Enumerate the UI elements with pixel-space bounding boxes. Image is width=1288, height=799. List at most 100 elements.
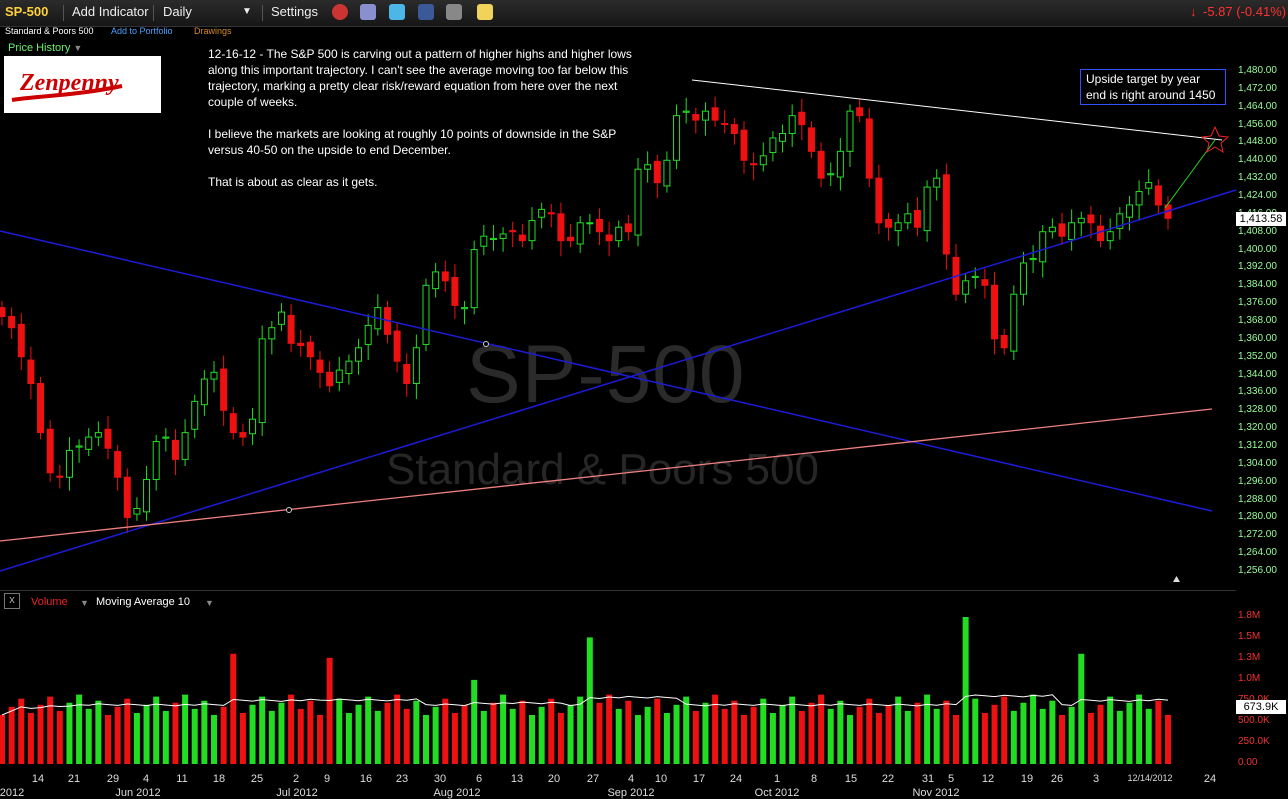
volume-tick-label: 1.3M: [1238, 652, 1261, 663]
date-tick-label: 22: [881, 773, 895, 785]
volume-bar: [702, 702, 709, 764]
candle-body: [904, 213, 912, 224]
candle-body: [239, 432, 247, 438]
volume-bar: [1155, 700, 1162, 764]
price-history-label: Price History: [8, 42, 71, 54]
price-tick-label: 1,464.00: [1238, 100, 1277, 112]
candle-body: [509, 230, 517, 233]
candle-body: [971, 275, 979, 278]
date-tick-label: 17: [692, 773, 706, 785]
candle-body: [75, 445, 83, 448]
volume-tick-label: 1.5M: [1238, 631, 1261, 642]
candle-body: [470, 249, 478, 309]
candle-body: [499, 233, 507, 239]
price-tick-label: 1,344.00: [1238, 368, 1277, 380]
volume-label[interactable]: Volume: [31, 596, 68, 608]
volume-bar: [692, 710, 699, 764]
candle-body: [605, 234, 613, 242]
candle-body: [326, 371, 334, 387]
volume-bar: [461, 704, 468, 764]
volume-bar: [326, 657, 333, 764]
candle-body: [123, 476, 131, 518]
volume-bar: [769, 712, 776, 764]
chevron-down-icon[interactable]: ▼: [242, 6, 252, 17]
candle-body: [220, 368, 228, 411]
add-indicator-button[interactable]: Add Indicator: [72, 4, 149, 19]
candle-body: [364, 324, 372, 345]
candle-body: [0, 307, 6, 318]
volume-bar: [374, 710, 381, 764]
volume-bar: [85, 708, 92, 764]
price-tick-label: 1,480.00: [1238, 65, 1277, 76]
volume-bar: [1030, 694, 1037, 764]
candle-body: [422, 284, 430, 345]
volume-bar: [557, 712, 564, 764]
volume-bar: [451, 712, 458, 764]
date-tick-label: 6: [475, 773, 483, 785]
date-tick-label: 23: [395, 773, 409, 785]
date-tick-label: 3: [1092, 773, 1100, 785]
volume-bar: [673, 704, 680, 764]
candle-body: [865, 118, 873, 179]
close-panel-icon[interactable]: x: [4, 593, 20, 609]
volume-bar: [1145, 708, 1152, 764]
volume-bar: [259, 696, 266, 764]
candle-body: [769, 137, 777, 153]
settings-button[interactable]: Settings: [271, 4, 318, 19]
drawings-link[interactable]: Drawings: [194, 26, 232, 36]
price-tick-label: 1,376.00: [1238, 297, 1277, 309]
candle-body: [788, 115, 796, 135]
toolbar: [0, 0, 1288, 27]
people-icon[interactable]: [446, 4, 462, 20]
candle-body: [692, 114, 700, 121]
date-tick-label: 1: [773, 773, 781, 785]
volume-bar: [798, 710, 805, 764]
date-tick-label: 24: [1203, 773, 1217, 785]
date-tick-label: 5: [947, 773, 955, 785]
date-tick-label: 4: [627, 773, 635, 785]
candle-body: [798, 111, 806, 126]
candle-body: [306, 341, 314, 358]
volume-bar: [1165, 715, 1171, 764]
candle-body: [576, 222, 584, 245]
volume-bar: [1010, 710, 1017, 764]
interval-select[interactable]: Daily: [163, 4, 192, 19]
volume-bar: [981, 712, 988, 764]
symbol-input[interactable]: SP-500: [5, 4, 49, 19]
date-tick-label: 18: [212, 773, 226, 785]
month-tick-label: Oct 2012: [754, 787, 800, 799]
volume-bar: [1087, 712, 1094, 764]
candle-body: [1029, 258, 1037, 261]
moving-average-label[interactable]: Moving Average 10: [96, 596, 190, 608]
volume-bar: [423, 715, 429, 764]
date-tick-label: 8: [810, 773, 818, 785]
candle-body: [836, 150, 844, 178]
print-icon[interactable]: [360, 4, 376, 20]
volume-bar: [201, 700, 208, 764]
volume-bar: [789, 696, 796, 764]
note-icon[interactable]: [477, 4, 493, 20]
date-tick-label: 29: [106, 773, 120, 785]
twitter-icon[interactable]: [389, 4, 405, 20]
chevron-down-icon[interactable]: ▼: [80, 598, 89, 608]
facebook-icon[interactable]: [418, 4, 434, 20]
date-tick-label: 27: [586, 773, 600, 785]
volume-bar: [162, 710, 169, 764]
candle-body: [615, 226, 623, 242]
price-tick-label: 1,272.00: [1238, 529, 1277, 541]
chevron-down-icon[interactable]: ▼: [205, 598, 214, 608]
volume-bar: [904, 710, 911, 764]
candle-body: [287, 314, 295, 344]
zenpenny-logo: Zenpenny: [4, 56, 161, 113]
price-history-menu[interactable]: Price History ▼: [8, 42, 82, 54]
volume-bar: [413, 700, 420, 764]
add-to-portfolio-link[interactable]: Add to Portfolio: [111, 26, 173, 36]
volume-bar: [625, 700, 632, 764]
candle-body: [952, 256, 960, 295]
alarm-icon[interactable]: [332, 4, 348, 20]
volume-bar: [509, 708, 516, 764]
instrument-name: Standard & Poors 500: [5, 26, 94, 36]
volume-bar: [403, 708, 410, 764]
volume-bar: [548, 698, 555, 764]
candle-body: [885, 218, 893, 228]
